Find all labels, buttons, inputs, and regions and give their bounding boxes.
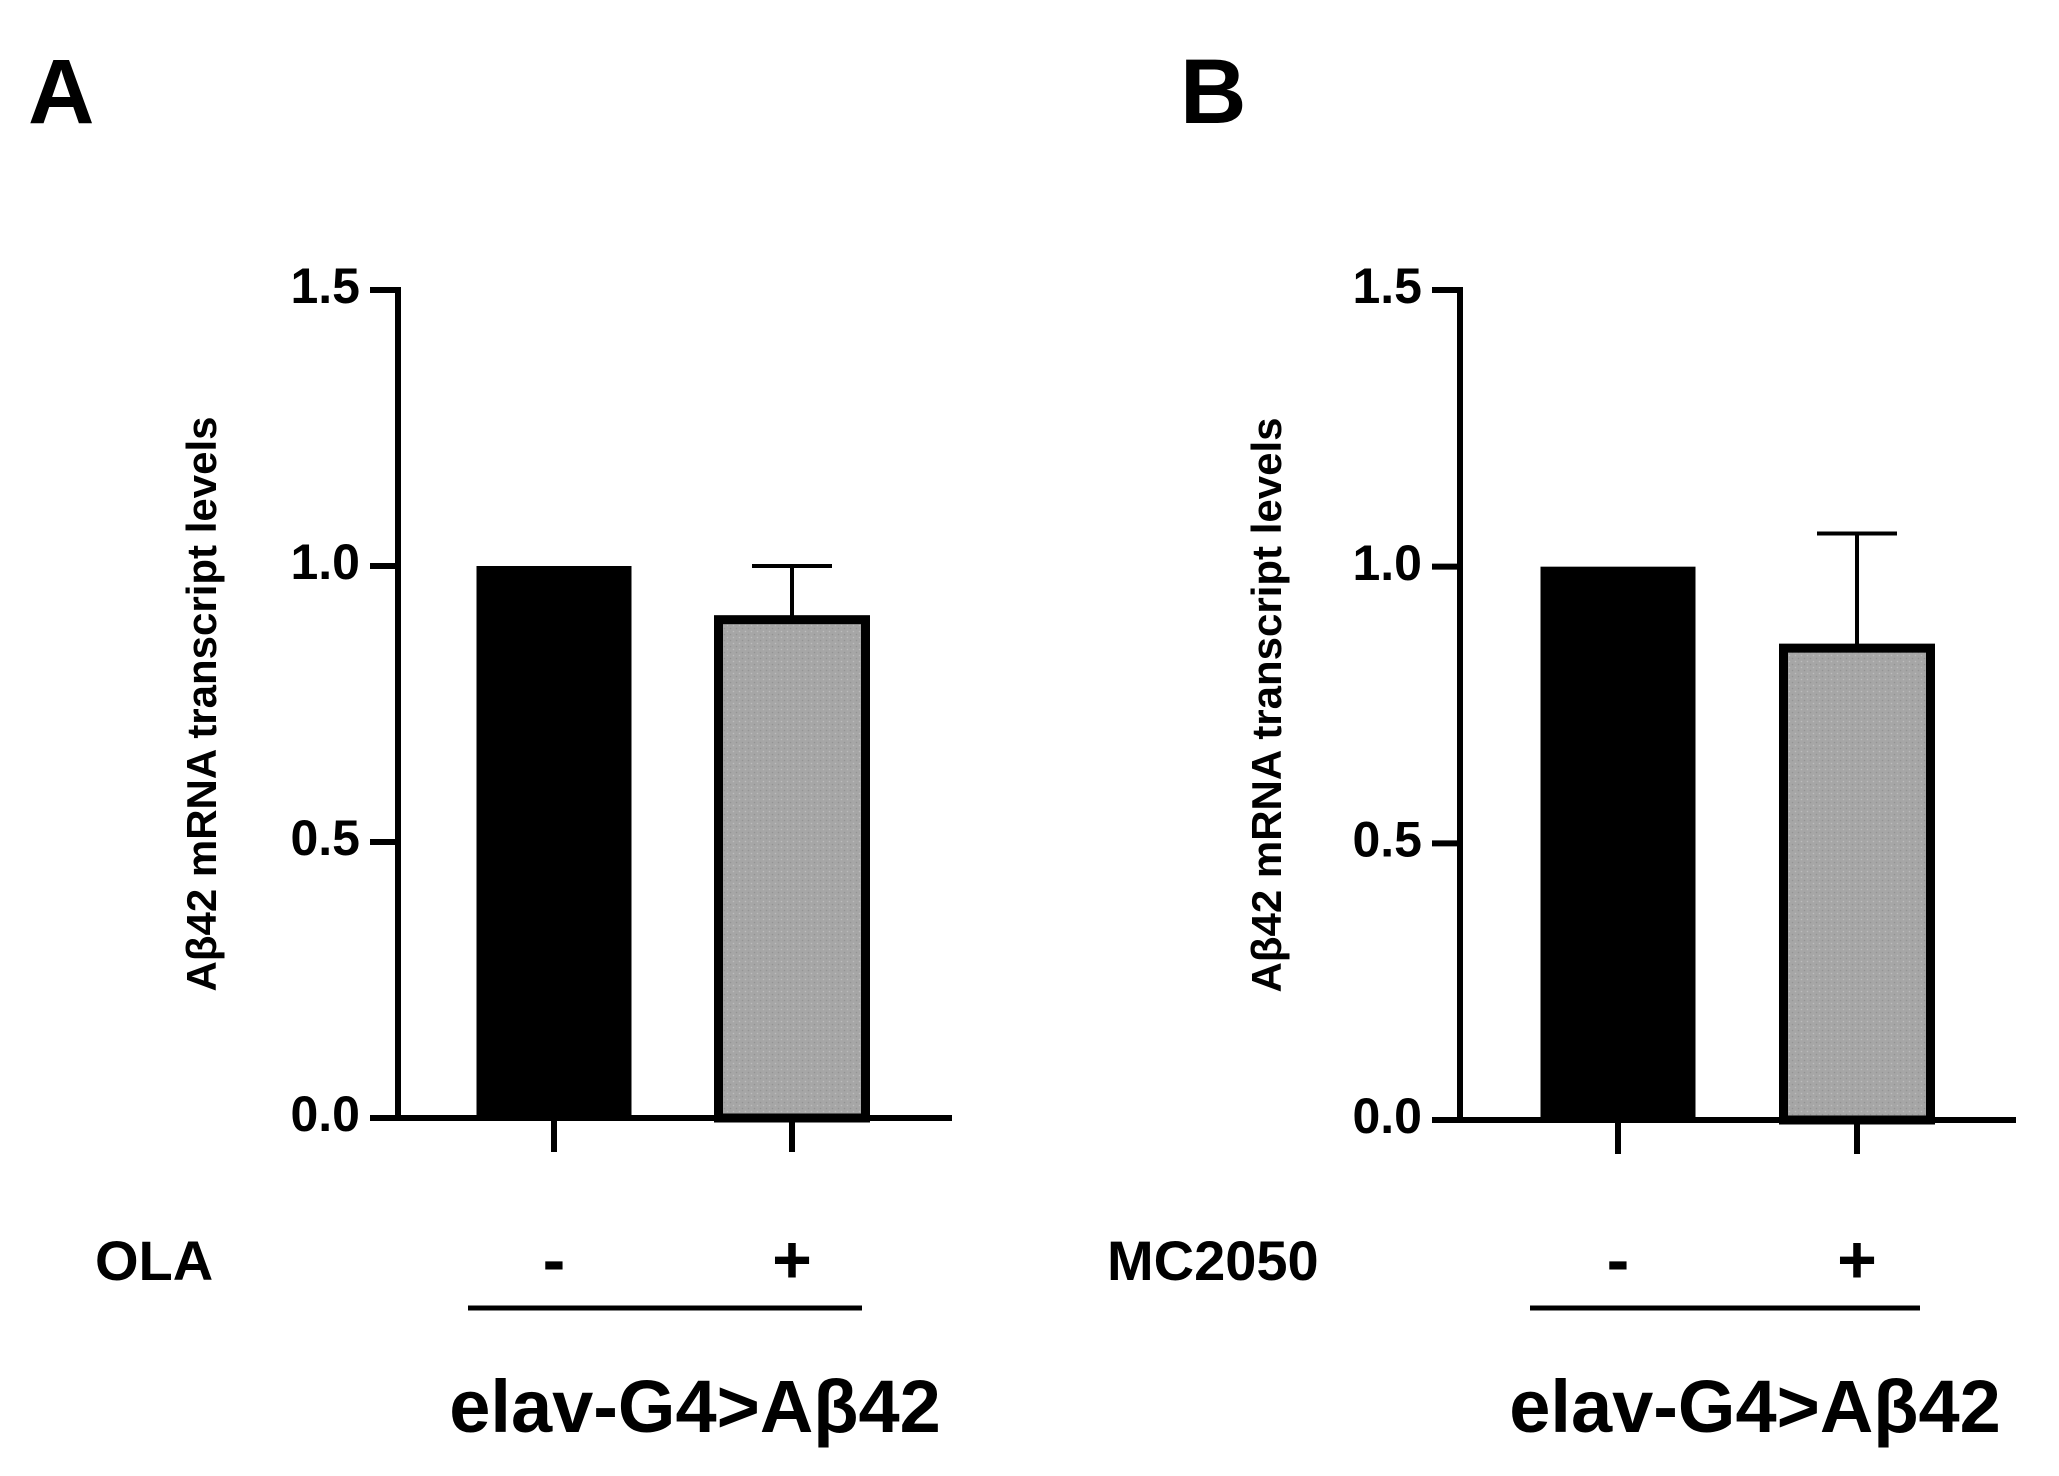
y-tick-label: 0.5	[1352, 812, 1422, 868]
y-tick-label: 0.0	[290, 1086, 360, 1142]
category-label: +	[1837, 1222, 1877, 1298]
group-label: elav-G4>Aβ42	[449, 1365, 941, 1448]
bar	[714, 615, 870, 1123]
y-tick-label: 0.5	[290, 810, 360, 866]
x-ticks	[1615, 1120, 1860, 1154]
y-ticks: 0.0 0.5 1.0 1.5	[290, 258, 398, 1142]
bar	[1779, 643, 1935, 1125]
treatment-label: MC2050	[1107, 1229, 1319, 1292]
bars	[1540, 531, 1935, 1125]
x-ticks	[551, 1118, 795, 1152]
group-label: elav-G4>Aβ42	[1509, 1365, 2001, 1448]
panel-b: B Aβ42 mRNA transcript levels 0.0 0.5 1.0 1…	[1107, 41, 2016, 1448]
bar	[1540, 566, 1696, 1120]
category-label: -	[543, 1222, 566, 1298]
y-axis-label: Aβ42 mRNA transcript levels	[178, 417, 225, 992]
treatment-label: OLA	[95, 1229, 213, 1292]
y-tick-label: 1.5	[1352, 258, 1422, 314]
category-labels: - +	[543, 1222, 812, 1298]
y-axis-label: Aβ42 mRNA transcript levels	[1243, 418, 1290, 993]
panel-label-b: B	[1180, 41, 1246, 143]
panel-label-a: A	[28, 41, 94, 143]
category-labels: - +	[1607, 1222, 1877, 1298]
panel-a: A Aβ42 mRNA transcript levels 0.0 0.5 1.0 1…	[28, 41, 952, 1448]
bar	[476, 566, 632, 1118]
y-tick-label: 1.0	[1352, 535, 1422, 591]
y-tick-label: 1.0	[290, 534, 360, 590]
y-tick-label: 0.0	[1352, 1088, 1422, 1144]
y-tick-label: 1.5	[290, 258, 360, 314]
category-label: +	[772, 1222, 812, 1298]
y-ticks: 0.0 0.5 1.0 1.5	[1352, 258, 1460, 1144]
bars	[476, 564, 870, 1123]
category-label: -	[1607, 1222, 1630, 1298]
